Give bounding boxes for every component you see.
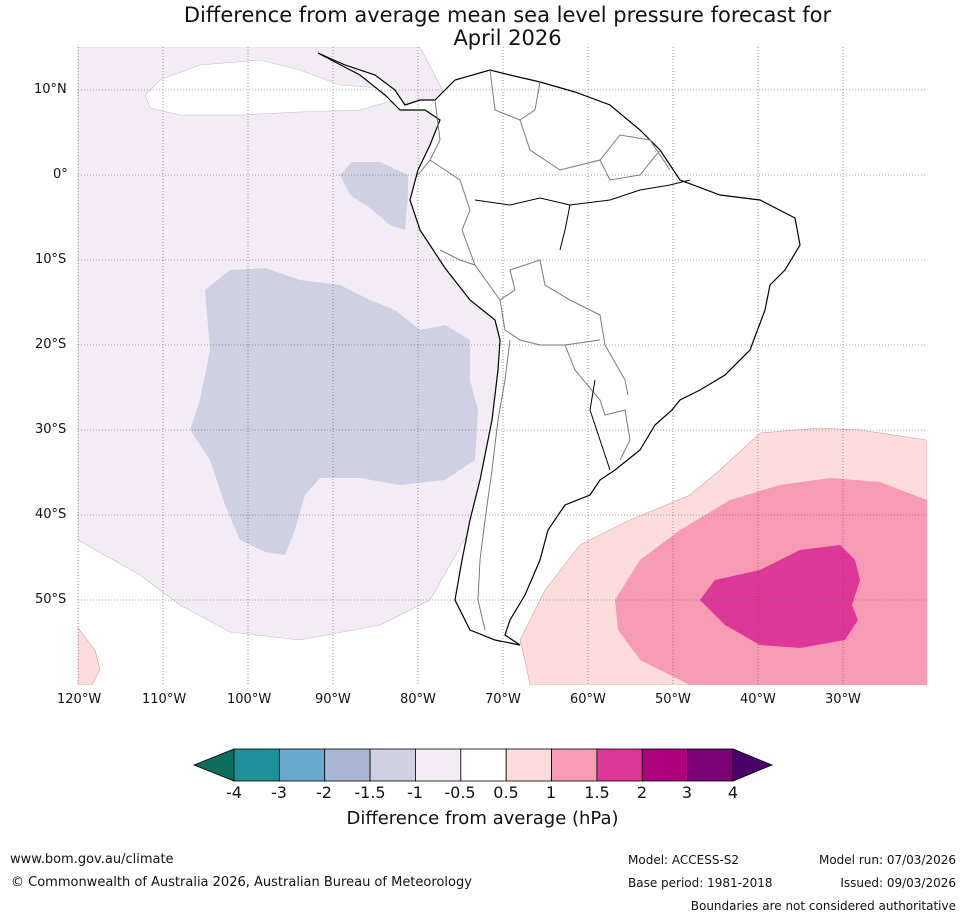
colorbar-swatch — [415, 748, 462, 782]
colorbar-tick-label: -1.5 — [354, 783, 386, 802]
footer-model-run: Model run: 07/03/2026 — [818, 853, 956, 867]
map-fields — [78, 47, 927, 685]
lon-label-50w: 50°W — [655, 692, 691, 707]
footer-issued: Issued: 09/03/2026 — [840, 876, 956, 890]
anomaly-region-blue-galapagos — [340, 162, 408, 230]
lon-label-80w: 80°W — [400, 692, 436, 707]
lat-label-30s: 30°S — [35, 422, 67, 437]
anomaly-region-pink-corner — [78, 627, 101, 685]
lat-label-20s: 20°S — [35, 337, 67, 352]
colorbar-swatch — [596, 748, 643, 782]
lat-label-0: 0° — [53, 167, 68, 182]
colorbar-swatch — [687, 748, 734, 782]
colorbar-tick-label: 1 — [545, 783, 557, 802]
colorbar-swatch — [505, 748, 552, 782]
anomaly-region-blue-pacific — [190, 268, 478, 555]
colorbar-swatch — [324, 748, 371, 782]
colorbar-tick-label: -4 — [226, 783, 242, 802]
colorbar-tick-label: -1 — [407, 783, 423, 802]
footer-base-period: Base period: 1981-2018 — [628, 876, 773, 890]
lat-label-50s: 50°S — [35, 592, 67, 607]
lat-label-10s: 10°S — [35, 252, 67, 267]
title-line-2: April 2026 — [453, 26, 562, 50]
colorbar — [192, 748, 774, 782]
lon-label-90w: 90°W — [315, 692, 351, 707]
colorbar-tick-label: -3 — [271, 783, 287, 802]
rivers — [474, 179, 691, 471]
colorbar-swatch — [233, 748, 280, 782]
south-america-coastline — [317, 52, 801, 646]
colorbar-tick-label: 3 — [681, 783, 693, 802]
lon-label-70w: 70°W — [485, 692, 521, 707]
colorbar-tick-label: 2 — [636, 783, 648, 802]
colorbar-swatch — [641, 748, 689, 782]
anomaly-region-magenta — [700, 545, 860, 648]
chart-title: Difference from average mean sea level p… — [0, 4, 965, 50]
colorbar-tick-label: 1.5 — [584, 783, 610, 802]
colorbar-extend-left — [192, 748, 235, 782]
lat-label-40s: 40°S — [35, 507, 67, 522]
country-borders — [417, 69, 671, 631]
lon-label-110w: 110°W — [142, 692, 187, 707]
colorbar-swatch — [460, 748, 507, 782]
lon-label-100w: 100°W — [227, 692, 272, 707]
lon-label-60w: 60°W — [570, 692, 606, 707]
lon-label-120w: 120°W — [57, 692, 102, 707]
title-line-1: Difference from average mean sea level p… — [183, 3, 832, 27]
footer-copyright: © Commonwealth of Australia 2026, Austra… — [11, 875, 472, 890]
colorbar-swatch — [551, 748, 598, 782]
colorbar-swatch — [369, 748, 416, 782]
colorbar-extend-right — [732, 748, 774, 782]
lat-label-10n: 10°N — [34, 82, 67, 97]
footer-model: Model: ACCESS-S2 — [628, 853, 740, 867]
footer-website: www.bom.gov.au/climate — [10, 852, 174, 867]
colorbar-label: Difference from average (hPa) — [346, 808, 619, 829]
lon-label-40w: 40°W — [740, 692, 776, 707]
colorbar-tick-label: 4 — [727, 783, 739, 802]
colorbar-swatch — [278, 748, 326, 782]
graticule — [77, 47, 927, 685]
colorbar-tick-label: -0.5 — [444, 783, 476, 802]
lon-label-30w: 30°W — [825, 692, 861, 707]
colorbar-tick-label: -2 — [316, 783, 332, 802]
south-america-landmass — [317, 52, 801, 646]
colorbar-tick-label: 0.5 — [493, 783, 519, 802]
footer-disclaimer: Boundaries are not considered authoritat… — [690, 899, 956, 913]
